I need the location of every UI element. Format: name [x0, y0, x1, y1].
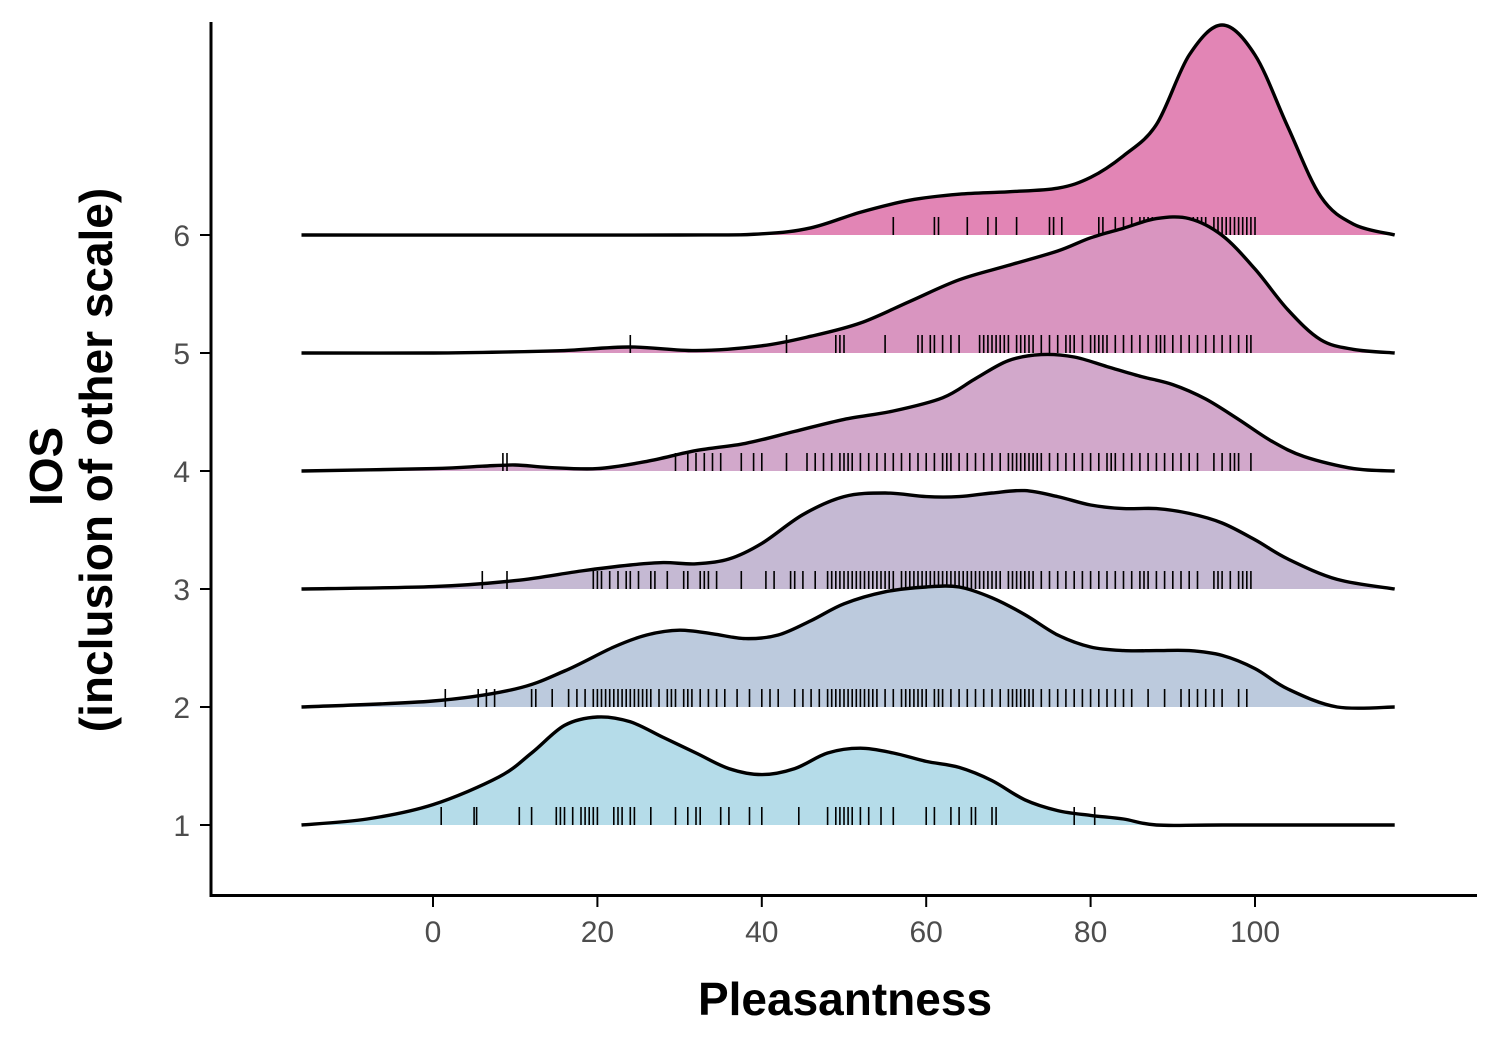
- ridge-group-4: [301, 352, 1395, 473]
- x-tick-label-20: 20: [581, 916, 614, 949]
- rug-group-4: [502, 453, 1252, 471]
- rug-group-5: [629, 335, 1252, 353]
- x-tick-label-40: 40: [745, 916, 778, 949]
- ridge-group-5: [301, 215, 1395, 355]
- y-tick-label-4: 4: [173, 456, 190, 489]
- x-ticks-layer: 0 20 40 60 80 100: [425, 897, 1280, 949]
- y-ticks-layer: 1 2 3 4 5 6: [173, 220, 210, 843]
- x-axis-title: Pleasantness: [698, 973, 992, 1025]
- ridge-fill-4: [301, 354, 1395, 471]
- ridge-line-6: [301, 23, 1396, 237]
- y-tick-label-5: 5: [173, 338, 190, 371]
- ridge-line-2: [301, 584, 1395, 711]
- x-tick-label-60: 60: [910, 916, 943, 949]
- ridge-line-1: [301, 715, 1395, 828]
- y-tick-label-1: 1: [173, 810, 190, 843]
- ridge-fill-1: [301, 716, 1395, 826]
- rug-group-2: [444, 689, 1248, 707]
- ridge-fill-3: [301, 490, 1395, 589]
- ridge-group-3: [301, 488, 1395, 591]
- x-tick-label-80: 80: [1074, 916, 1107, 949]
- ridge-line-5: [301, 215, 1395, 355]
- ridge-fill-6: [301, 25, 1395, 236]
- rug-group-3: [481, 571, 1252, 589]
- ridge-group-1: [301, 715, 1395, 828]
- ridge-line-3: [301, 488, 1395, 591]
- ridge-group-6: [301, 23, 1396, 237]
- x-tick-label-0: 0: [425, 916, 442, 949]
- y-axis-title: IOS (inclusion of other scale): [20, 188, 122, 732]
- ridges-layer: [301, 23, 1396, 828]
- axes-layer: [209, 22, 1477, 897]
- ridge-fill-2: [301, 585, 1395, 709]
- y-tick-label-3: 3: [173, 574, 190, 607]
- y-axis-title-line-1: IOS: [20, 427, 72, 506]
- ridge-line-4: [301, 352, 1395, 473]
- rug-group-1: [440, 807, 1096, 825]
- y-axis-title-line-2: (inclusion of other scale): [70, 188, 122, 732]
- x-tick-label-100: 100: [1230, 916, 1280, 949]
- y-tick-label-6: 6: [173, 220, 190, 253]
- y-tick-label-2: 2: [173, 692, 190, 725]
- ridge-group-2: [301, 584, 1395, 711]
- ridge-fill-5: [301, 216, 1395, 354]
